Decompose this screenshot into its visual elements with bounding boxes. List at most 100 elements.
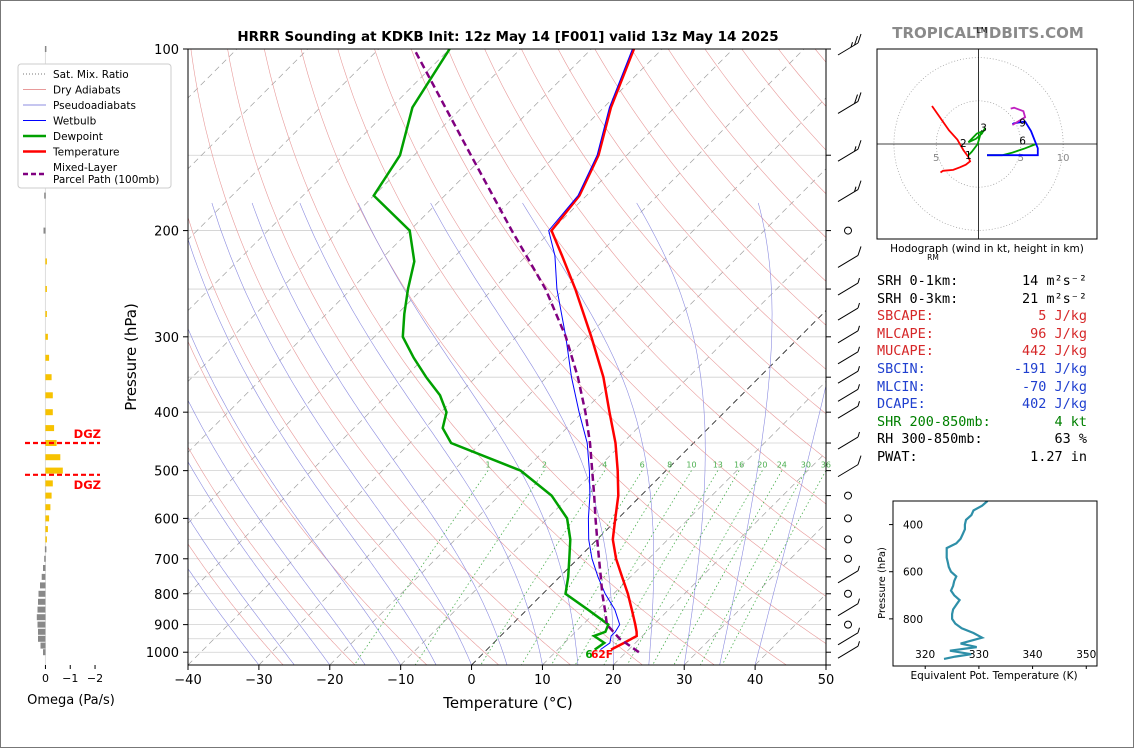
omega-xlabel: Omega (Pa/s) [27,693,115,708]
dry-adiabat-line [190,49,571,665]
pseudoadiabat-line [211,202,472,665]
dry-adiabat-line [188,446,356,665]
mixing-ratio-line [626,470,740,665]
omega-bar [45,536,47,543]
wind-barb-half-flag [857,641,860,647]
theta-e-x-tick-label: 350 [1076,649,1096,661]
mixing-ratio-line [480,470,606,665]
omega-bar [44,555,46,562]
skewt-axes: −40 −30 −20 −10 0 10 20 30 40 50 100 200 300 400 500 60… [146,43,834,688]
x-tick-label: 0 [467,673,475,688]
wind-barb-shaft [837,255,859,268]
series-wetbulbline [548,49,633,651]
skewt-background-lines [188,49,826,665]
legend-label: Parcel Path (100mb) [53,174,159,186]
stat-value: 442 J/kg [1021,343,1087,360]
omega-bar [45,480,53,487]
x-tick-label: 40 [747,673,764,688]
hodograph-height-label: 2 [960,138,967,150]
stat-label: SRH 0-1km: [877,273,959,289]
wind-barb-half-flag [857,431,860,438]
isotherm-line [188,49,450,312]
x-tick-label: −10 [387,673,414,688]
wind-barb-half-flag [857,401,860,407]
stat-value: 5 J/kg [1038,308,1087,325]
x-tick-label: −30 [245,673,272,688]
calm-wind-circle [844,554,852,563]
sounding-parameters: SRH 0-1km: 14 m²s⁻² SRH 0-3km: 21 m²s⁻² SBCA… [877,273,1087,467]
stat-value: 4 kt [1054,413,1087,430]
stat-label: SBCIN: [877,360,926,377]
theta-e-panel: 320 330 340 350 400 600 800 [889,501,1096,669]
legend-label: Pseudoadiabats [53,100,136,112]
wind-barb-half-flag [857,366,860,372]
hodograph-panel: 5 5 10 12 3 6 9 [877,49,1097,239]
pseudoadiabat-line [188,328,401,665]
skewt-profiles [372,49,640,654]
x-tick-label: 50 [818,673,835,688]
mixing-ratio-label: 13 [713,461,723,470]
stat-row: DCAPE: 402 J/kg [877,396,1087,414]
legend-label: Temperature [52,147,120,159]
hodograph-segment [967,127,987,156]
x-tick-label: −40 [174,673,201,688]
hodograph-height-label: 3 [980,123,987,135]
x-tick-label: −20 [316,673,343,688]
y-tick-label: 600 [154,512,179,527]
wind-barb-shaft [837,436,859,450]
stat-label: DCAPE: [877,396,926,413]
dry-adiabat-line [188,543,284,665]
omega-panel: 0 −1 −2 [25,46,103,685]
wind-barb-shaft [837,405,859,419]
stat-row: PWAT: 1.27 in [877,449,1087,467]
omega-bar [45,311,47,317]
dry-adiabat-line [264,49,715,665]
skewt-ylabel: Pressure (hPa) [122,303,140,411]
omega-bar [40,642,46,649]
omega-bar [45,467,63,474]
omega-bar [45,409,53,416]
watermark: TROPICALTIDBITS.COM [892,24,1084,42]
omega-bar [45,515,50,522]
wind-barb-flag [857,246,862,256]
x-tick-label: 10 [534,673,551,688]
stat-value: 21 m²s⁻² [1021,290,1087,307]
pseudoadiabat-line [719,202,773,665]
omega-bar [43,227,46,234]
surface-dewpoint-label: 6 [585,649,592,661]
wind-barb-shaft [837,388,859,402]
omega-bar [38,598,46,605]
pseudoadiabat-line [188,461,331,665]
omega-bar [44,192,46,199]
stat-label: MUCAPE: [877,343,934,360]
stat-row: MUCAPE: 442 J/kg [877,343,1087,361]
series-mixed-layer-parcel-path-mb-line [412,49,640,654]
dry-adiabat-line [521,49,826,415]
mixing-ratio-line [521,470,643,665]
pseudoadiabat-line [430,202,614,665]
dry-adiabat-line [447,49,826,505]
wind-barb-half-flag [854,146,857,152]
calm-wind-circle [844,226,852,235]
wind-barb-shaft [837,370,859,384]
y-tick-label: 700 [154,553,179,568]
dgz-label-bottom: DGZ [74,478,101,492]
wind-barb-half-flag [854,186,857,192]
theta-e-y-tick-label: 600 [903,567,923,579]
omega-bar [45,504,51,511]
hodograph-ring-label: 10 [1057,153,1070,164]
mixing-ratio-line [652,470,763,665]
isotherm-line [188,49,309,170]
wind-barb-shaft [837,570,859,584]
dry-adiabat-line [300,49,787,665]
omega-bar [43,565,46,571]
omega-bar [37,621,46,628]
mixing-ratio-label: 6 [640,461,645,470]
dry-adiabat-line [337,49,826,644]
omega-bar [41,573,46,580]
mixing-ratio-line [699,470,807,665]
hodograph-lm-label: LM [977,26,988,35]
calm-wind-circle [844,589,852,598]
mixing-ratio-labels: 1 2 4 6 8 10 13 16 20 24 30 36 [485,461,831,470]
